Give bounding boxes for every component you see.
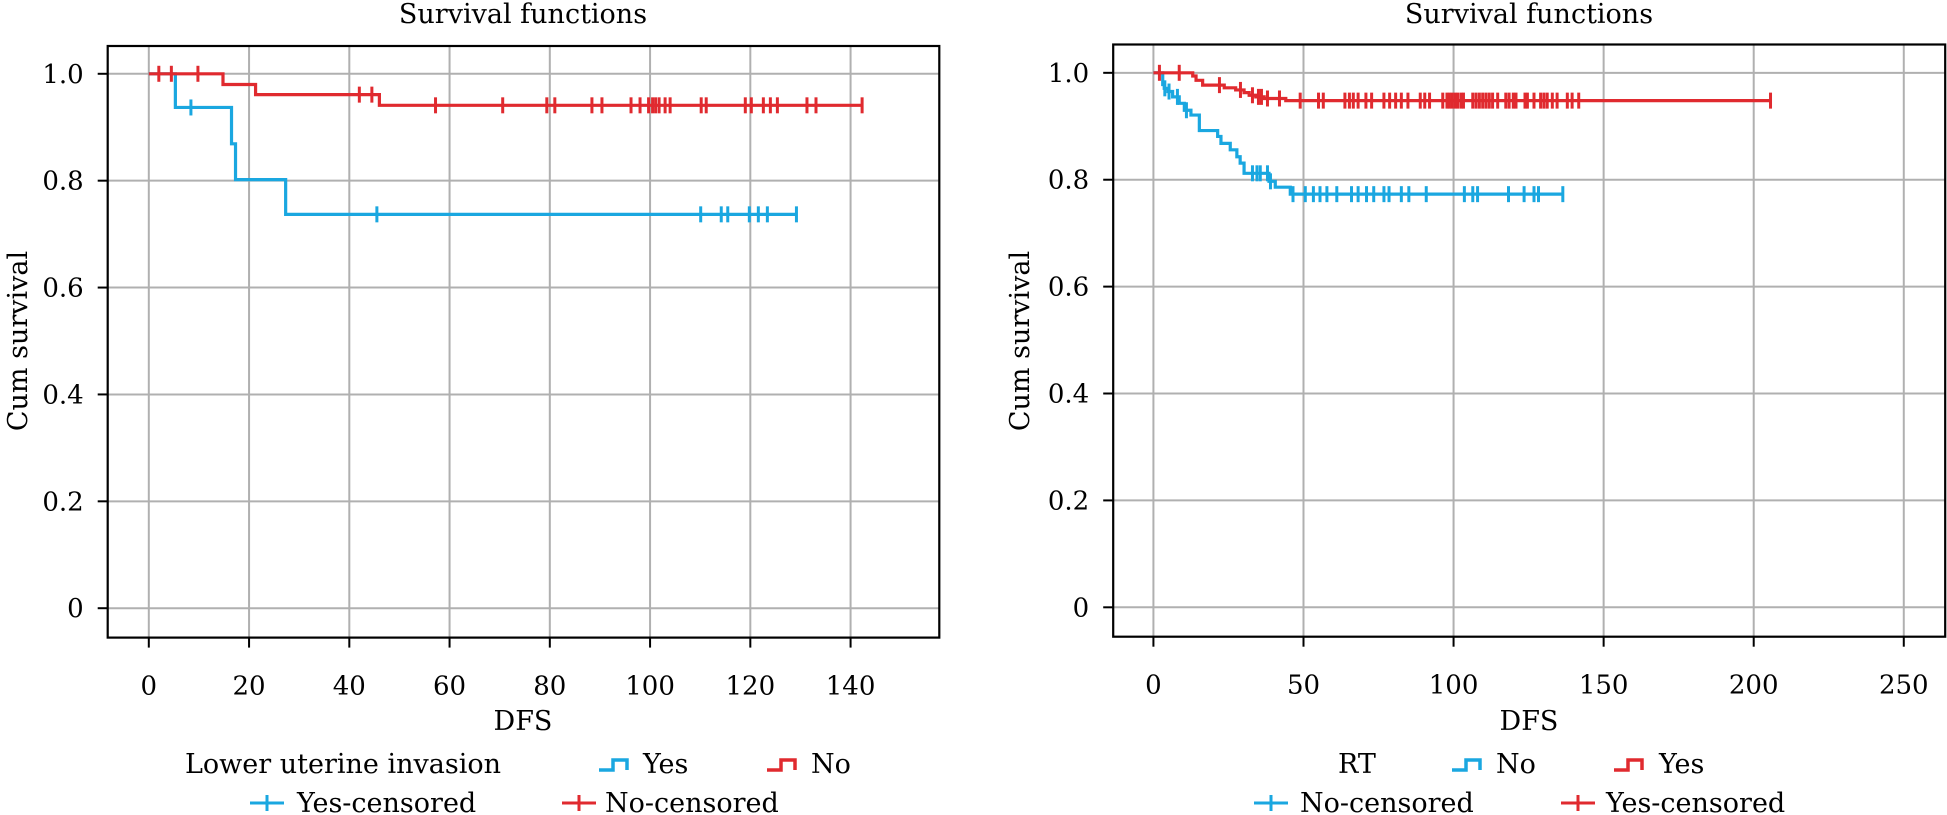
left-gridlines bbox=[107, 46, 940, 638]
left-axes-frame bbox=[106, 44, 941, 639]
x-tick-label: 0 bbox=[1145, 671, 1162, 701]
right-panel: Survival functions 0 50 100 150 200 250 0 0.2 0.… bbox=[1005, 0, 1947, 815]
right-legend-label-yes-censored: Yes-censored bbox=[1605, 788, 1785, 815]
y-tick-label: 0.8 bbox=[1048, 166, 1089, 196]
right-legend-label-no: No bbox=[1496, 749, 1536, 780]
x-tick-label: 120 bbox=[726, 672, 776, 702]
right-axes-frame bbox=[1112, 43, 1947, 638]
x-tick-label: 80 bbox=[533, 672, 566, 702]
left-y-axis-label: Cum survival bbox=[3, 251, 34, 431]
x-tick-label: 0 bbox=[141, 672, 158, 702]
left-x-axis-label: DFS bbox=[494, 706, 553, 737]
left-chart-title: Survival functions bbox=[399, 0, 647, 30]
legend-censor-icon-yes bbox=[250, 795, 284, 811]
survival-curve-no bbox=[148, 72, 863, 107]
y-tick-label: 0 bbox=[1073, 593, 1090, 623]
right-legend-label-no-censored: No-censored bbox=[1300, 788, 1474, 815]
left-legend: Lower uterine invasion Yes No Yes-censor… bbox=[185, 749, 851, 815]
x-tick-label: 60 bbox=[433, 672, 466, 702]
x-tick-label: 20 bbox=[233, 672, 266, 702]
y-tick-label: 1.0 bbox=[42, 60, 83, 90]
left-legend-label-yes: Yes bbox=[642, 749, 688, 780]
left-curves bbox=[148, 65, 864, 223]
legend-censor-icon-no bbox=[562, 795, 596, 811]
legend-step-icon-no bbox=[1452, 758, 1482, 772]
x-tick-label: 250 bbox=[1879, 671, 1929, 701]
x-tick-label: 100 bbox=[625, 672, 675, 702]
right-ticks: 0 50 100 150 200 250 0 0.2 0.4 0.6 0.8 1.0 bbox=[1048, 59, 1929, 701]
right-gridlines bbox=[1113, 44, 1946, 637]
y-tick-label: 1.0 bbox=[1048, 59, 1089, 89]
left-legend-label-yes-censored: Yes-censored bbox=[296, 788, 476, 815]
survival-curve-yes bbox=[148, 72, 797, 216]
left-legend-label-no: No bbox=[811, 749, 851, 780]
right-x-axis-label: DFS bbox=[1500, 706, 1559, 737]
x-tick-label: 100 bbox=[1429, 671, 1479, 701]
legend-censor-icon-no bbox=[1254, 795, 1288, 811]
x-tick-label: 200 bbox=[1729, 671, 1779, 701]
legend-step-icon-yes bbox=[1614, 758, 1644, 772]
right-legend-title: RT bbox=[1338, 749, 1376, 780]
y-tick-label: 0.4 bbox=[1048, 380, 1089, 410]
right-legend: RT No Yes No-censored Yes-censored bbox=[1254, 749, 1785, 815]
y-tick-label: 0.6 bbox=[42, 274, 83, 304]
right-y-axis-label: Cum survival bbox=[1005, 251, 1036, 431]
survival-curve-no bbox=[1153, 71, 1563, 196]
y-tick-label: 0.2 bbox=[1048, 486, 1089, 516]
y-tick-label: 0.2 bbox=[42, 487, 83, 517]
x-tick-label: 40 bbox=[333, 672, 366, 702]
legend-censor-icon-yes bbox=[1561, 795, 1595, 811]
legend-step-icon-no bbox=[767, 758, 797, 772]
x-tick-label: 50 bbox=[1287, 671, 1320, 701]
right-legend-label-yes: Yes bbox=[1658, 749, 1704, 780]
x-tick-label: 140 bbox=[826, 672, 876, 702]
x-tick-label: 150 bbox=[1579, 671, 1629, 701]
y-tick-label: 0.4 bbox=[42, 380, 83, 410]
left-legend-title: Lower uterine invasion bbox=[185, 749, 501, 780]
right-curves bbox=[1153, 64, 1773, 203]
y-tick-label: 0.6 bbox=[1048, 273, 1089, 303]
left-ticks: 0 20 40 60 80 100 120 140 0 0.2 0.4 0.6 0.8 1.0 bbox=[42, 60, 875, 702]
right-chart-title: Survival functions bbox=[1405, 0, 1653, 30]
y-tick-label: 0 bbox=[67, 594, 84, 624]
y-tick-label: 0.8 bbox=[42, 167, 83, 197]
left-legend-label-no-censored: No-censored bbox=[605, 788, 779, 815]
legend-step-icon-yes bbox=[599, 758, 629, 772]
left-panel: Survival functions 0 20 40 60 80 100 120 140 0 0.… bbox=[3, 0, 941, 815]
